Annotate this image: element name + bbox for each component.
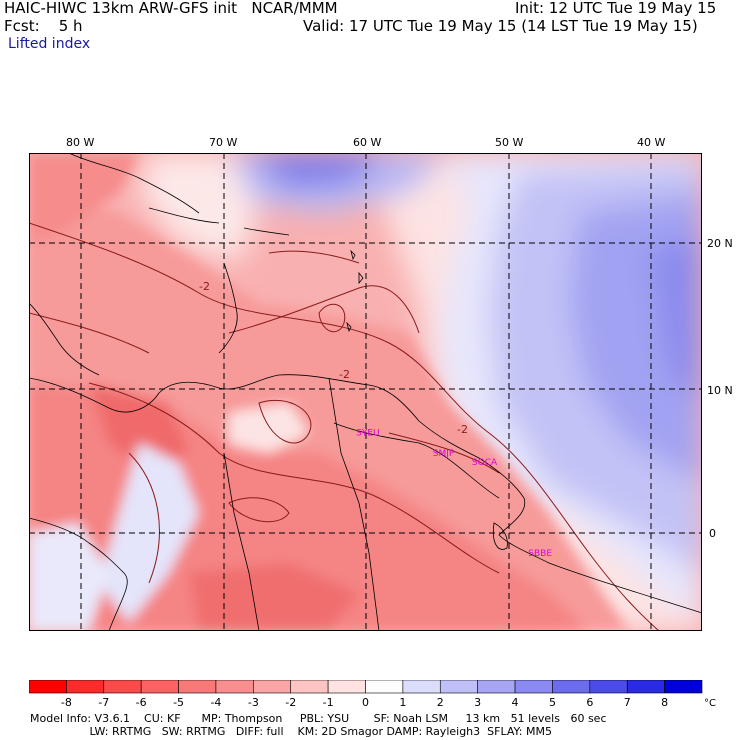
lat-label-0: 0 [709, 527, 716, 540]
colorbar-label: -1 [323, 696, 334, 709]
lon-label-50w: 50 W [495, 136, 524, 149]
colorbar-swatch [140, 680, 179, 694]
lon-label-80w: 80 W [66, 136, 95, 149]
lon-label-60w: 60 W [353, 136, 382, 149]
colorbar-label: 5 [549, 696, 556, 709]
model-info-line1: Model Info: V3.6.1 CU: KF MP: Thompson P… [30, 712, 607, 725]
map-frame [29, 153, 702, 631]
lon-label-70w: 70 W [209, 136, 238, 149]
colorbar-label: -6 [136, 696, 147, 709]
colorbar-swatch [253, 680, 292, 694]
station-label-soca: SOCA [472, 458, 498, 468]
colorbar-label: 6 [586, 696, 593, 709]
colorbar-label: 0 [362, 696, 369, 709]
colorbar-swatch [215, 680, 254, 694]
station-label-syeu: SYEU [356, 428, 379, 438]
model-title: HAIC-HIWC 13km ARW-GFS init NCAR/MMM [4, 0, 338, 17]
contour-label: -2 [339, 368, 350, 381]
contour-label: -2 [457, 423, 468, 436]
colorbar-swatch [365, 680, 404, 694]
field-name: Lifted index [8, 36, 91, 52]
colorbar-label: 2 [437, 696, 444, 709]
colorbar-swatch [626, 680, 665, 694]
colorbar-swatch [514, 680, 553, 694]
lat-label-20n: 20 N [707, 237, 733, 250]
lat-label-10n: 10 N [707, 384, 733, 397]
colorbar-swatch [552, 680, 591, 694]
colorbar-label: -7 [98, 696, 109, 709]
colorbar-label: -5 [173, 696, 184, 709]
colorbar-unit: °C [704, 698, 716, 709]
colorbar-swatch [477, 680, 516, 694]
station-label-smjp: SMJP [433, 449, 455, 459]
colorbar-swatch [589, 680, 628, 694]
forecast-hour: Fcst: 5 h [4, 17, 83, 35]
colorbar-swatch [439, 680, 478, 694]
colorbar-label: -4 [210, 696, 221, 709]
contour-label: -2 [199, 280, 210, 293]
colorbar-swatch [664, 680, 703, 694]
colorbar-label: 3 [474, 696, 481, 709]
lon-label-40w: 40 W [637, 136, 666, 149]
contour-labels: -2 -2 -2 [199, 280, 468, 436]
colorbar-label: 1 [399, 696, 406, 709]
colorbar-label: 7 [624, 696, 631, 709]
colorbar-swatch [178, 680, 217, 694]
colorbar-swatch [66, 680, 105, 694]
station-labels: SYEU SMJP SOCA SBBE [356, 428, 552, 559]
init-time: Init: 12 UTC Tue 19 May 15 [515, 0, 717, 17]
colorbar-label: -2 [285, 696, 296, 709]
contour-lines [29, 222, 660, 631]
lifted-index-map: -2 -2 -2 SYEU SMJP SOCA SBBE [29, 153, 702, 631]
colorbar-swatch [290, 680, 329, 694]
positive-index-region [139, 153, 702, 631]
model-info-line2: LW: RRTMG SW: RRTMG DIFF: full KM: 2D Sm… [30, 725, 552, 738]
grid-lines [29, 153, 702, 631]
colorbar-label: 8 [661, 696, 668, 709]
colorbar-swatch [402, 680, 441, 694]
coastlines [29, 153, 702, 631]
colorbar: -8 -7 -6 -5 -4 -3 -2 -1 0 1 2 3 4 5 6 7 8 °C [29, 680, 716, 709]
colorbar-swatch [103, 680, 142, 694]
colorbar-label: 4 [512, 696, 519, 709]
colorbar-swatch [327, 680, 366, 694]
colorbar-label: -8 [61, 696, 72, 709]
colorbar-swatch [29, 680, 67, 694]
valid-time: Valid: 17 UTC Tue 19 May 15 (14 LST Tue … [303, 17, 698, 35]
station-label-sbbe: SBBE [528, 549, 552, 559]
colorbar-label: -3 [248, 696, 259, 709]
